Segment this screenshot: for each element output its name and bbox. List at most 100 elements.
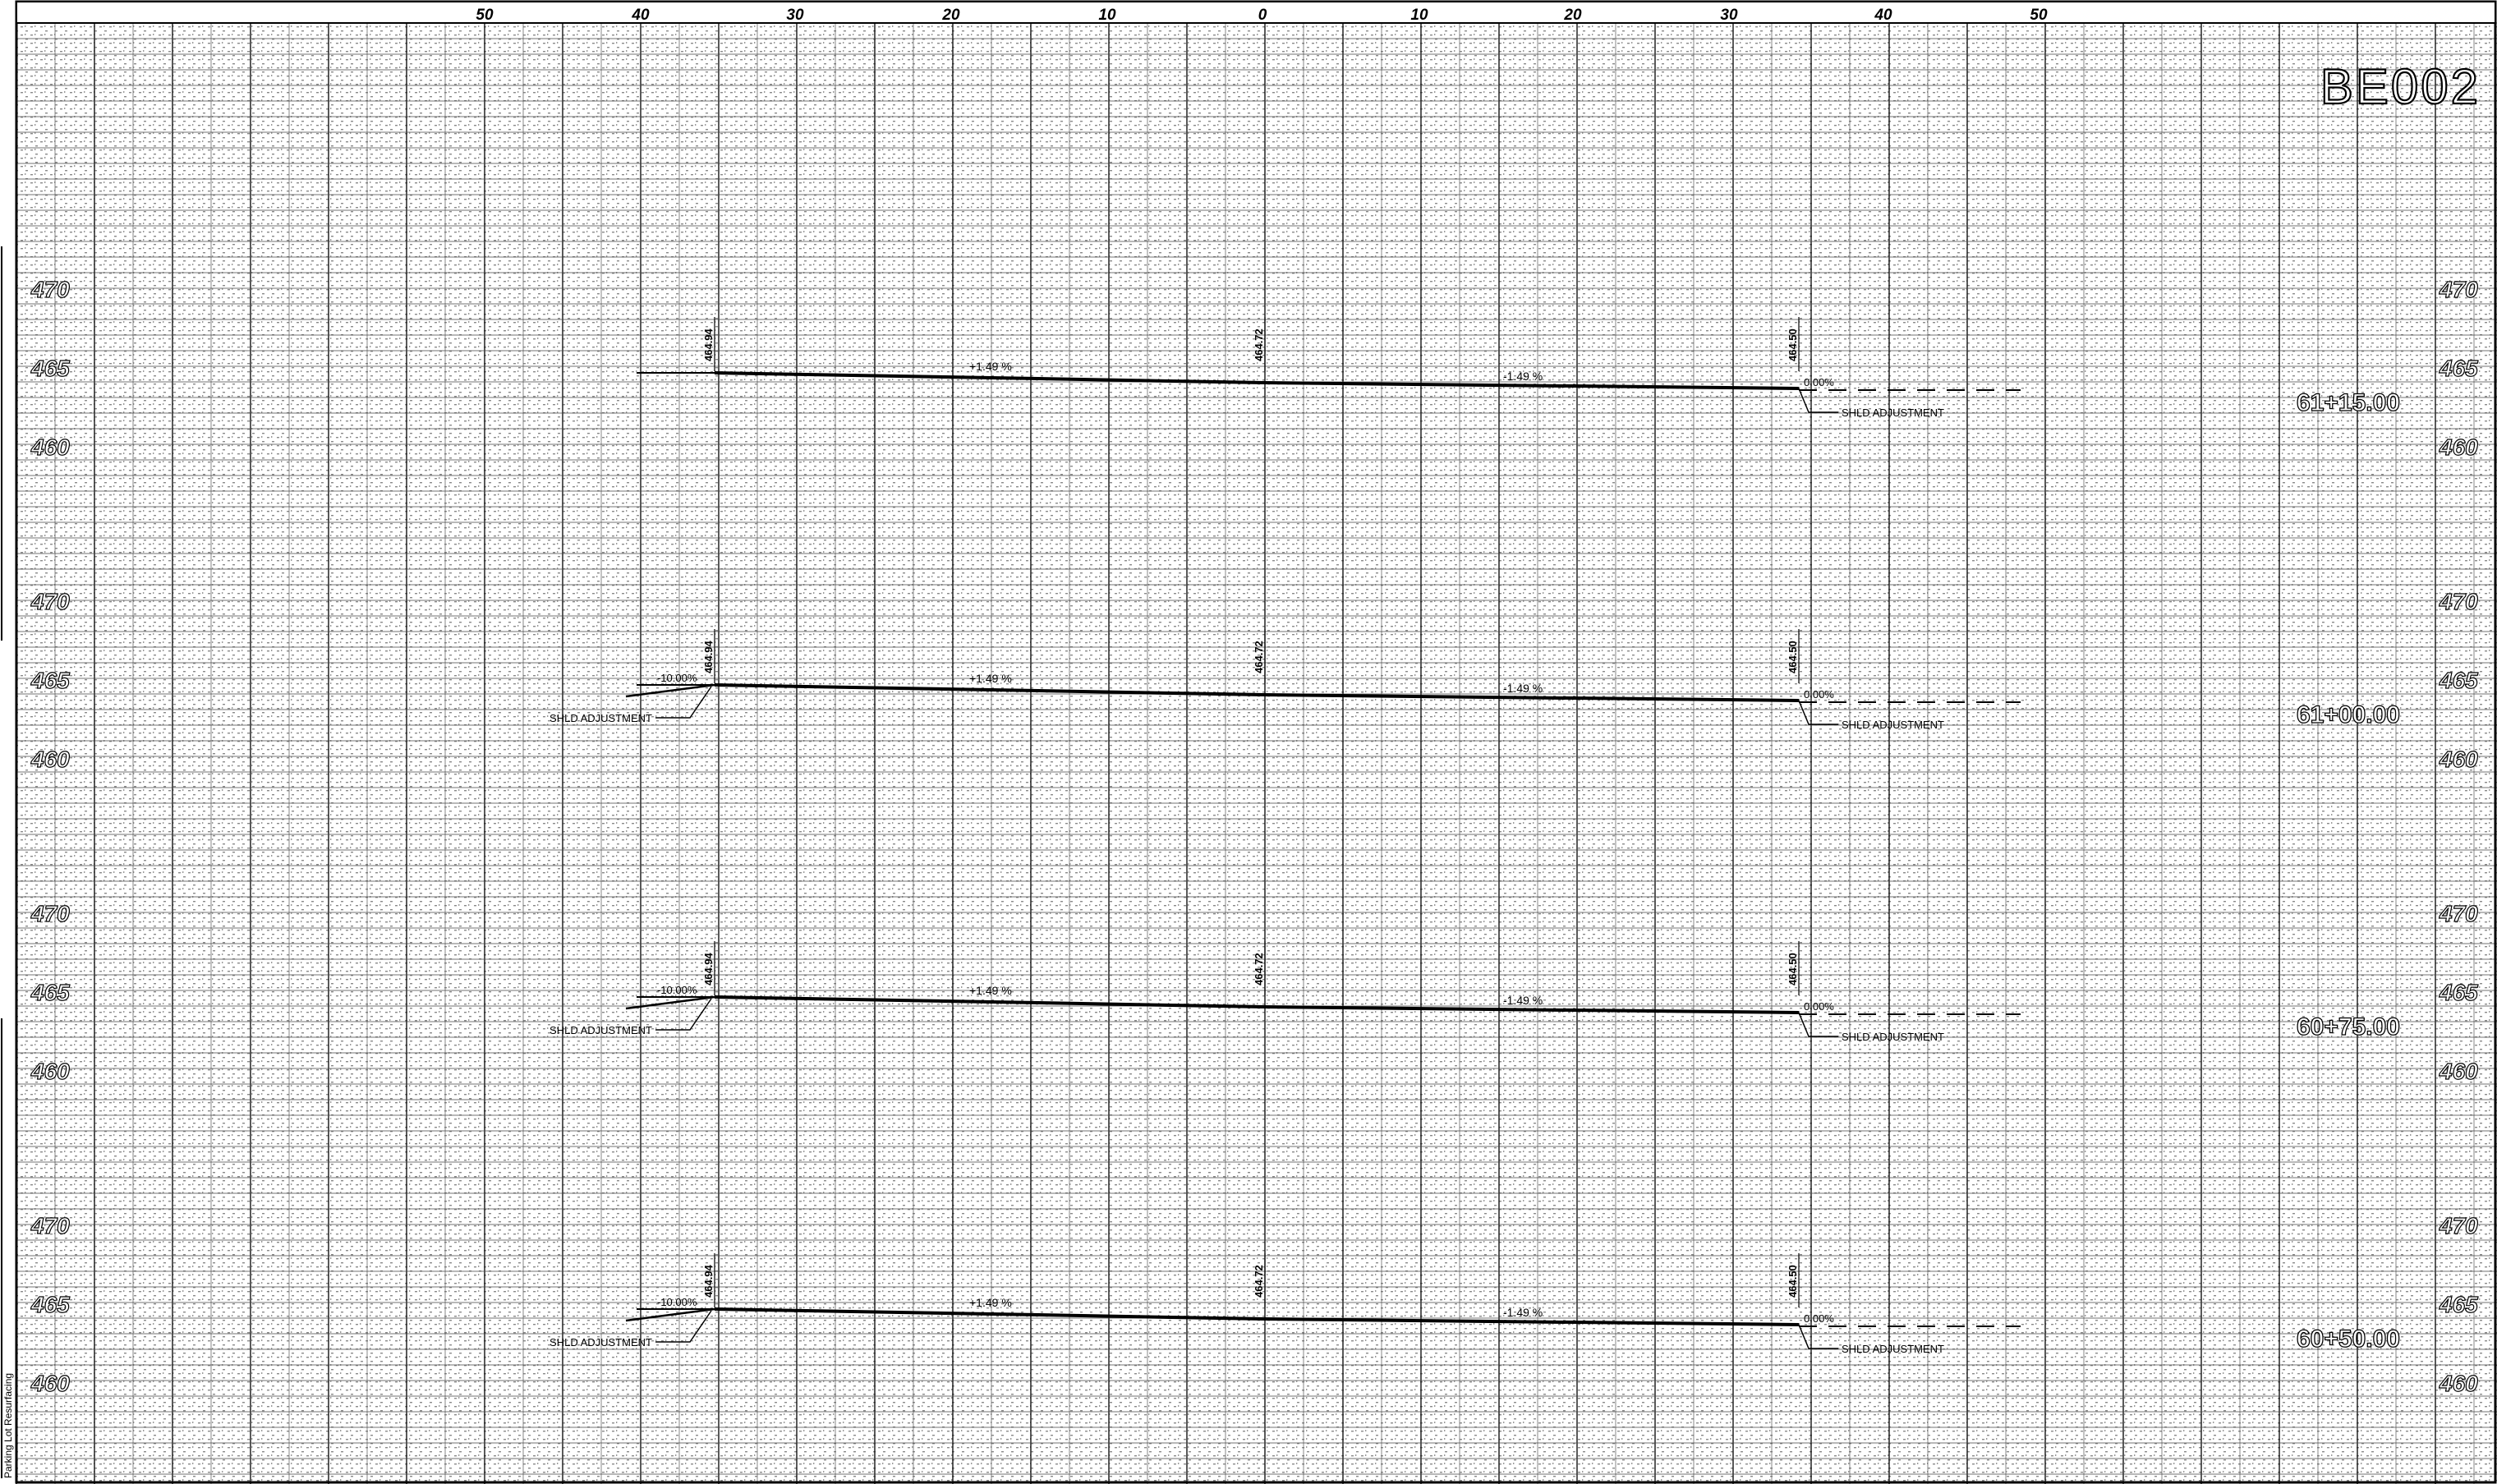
elevation-callout: 464.50 [1787,641,1799,673]
cross-section: 470 470 465 465 460 460 61+00.00 464.94 464.72 46… [30,588,2478,772]
elevation-callout: 464.72 [1253,329,1265,361]
right-slope-label: -1.49 % [1503,994,1543,1007]
offset-tick-label: 50 [476,7,494,24]
elevation-callout: 464.94 [702,640,715,673]
elevation-label: 470 [30,589,70,614]
elevation-label: 465 [2439,356,2478,381]
cross-section: 470 470 465 465 460 460 60+75.00 464.94 464.72 46… [30,900,2478,1084]
cross-section: 470 470 465 465 460 460 60+50.00 464.94 464.72 46… [30,1212,2478,1396]
elevation-label: 470 [2439,589,2478,614]
side-note-text: Parking Lot Resurfacing [2,1373,14,1478]
elevation-label: 460 [30,1371,70,1396]
elevation-label: 460 [30,434,70,460]
elevation-callout: 464.72 [1253,953,1265,986]
elevation-label: 465 [30,356,70,381]
left-shoulder-line [625,1307,715,1322]
left-note: SHLD ADJUSTMENT [550,712,652,724]
elevation-label: 460 [2439,747,2478,772]
elevation-callout: 464.72 [1253,641,1265,673]
elevation-label: 460 [2439,434,2478,460]
left-note: SHLD ADJUSTMENT [550,1336,652,1348]
right-shoulder-slope: 0.00% [1804,1312,1834,1325]
left-shoulder-slope: -10.00% [657,672,697,684]
right-slope-label: -1.49 % [1503,1306,1543,1319]
elevation-label: 470 [2439,1213,2478,1238]
left-shoulder-line [625,995,715,1010]
offset-tick-label: 20 [1563,7,1582,24]
right-note-leader [1798,388,1838,413]
station-label: 60+75.00 [2297,1013,2400,1041]
elevation-label: 460 [30,1059,70,1084]
elevation-callout: 464.94 [702,952,715,986]
right-shoulder-slope: 0.00% [1804,376,1834,388]
right-note-leader [1798,1324,1838,1349]
pavement-profile [714,995,1800,1014]
elevation-callout: 464.50 [1787,329,1799,361]
left-note-leader [655,998,712,1031]
stipple-fill [16,23,2497,1484]
right-note: SHLD ADJUSTMENT [1842,1031,1944,1043]
offset-tick-label: 10 [1410,7,1428,24]
elevation-label: 460 [30,747,70,772]
right-shoulder-slope: 0.00% [1804,688,1834,701]
left-slope-label: +1.49 % [969,1296,1012,1309]
left-shoulder-line [625,683,715,698]
right-note: SHLD ADJUSTMENT [1842,407,1944,419]
elevation-label: 460 [2439,1059,2478,1084]
right-note: SHLD ADJUSTMENT [1842,719,1944,731]
elevation-callout: 464.50 [1787,1265,1799,1298]
left-shoulder-slope: -10.00% [657,984,697,996]
offset-tick-label: 40 [1874,7,1892,24]
cross-section: 470 470 465 465 460 460 61+15.00 464.94 464.72 46… [30,276,2478,460]
left-shoulder-slope: -10.00% [657,1296,697,1308]
elevation-label: 465 [30,668,70,693]
elevation-label: 470 [2439,277,2478,302]
elevation-label: 465 [30,1292,70,1317]
elevation-label: 470 [30,1213,70,1238]
offset-tick-label: 50 [2030,7,2048,24]
cross-sections: 470 470 465 465 460 460 61+15.00 464.94 464.72 46… [30,276,2478,1396]
station-label: 61+15.00 [2297,389,2400,416]
elevation-label: 460 [2439,1371,2478,1396]
right-note-leader [1798,700,1838,725]
offset-tick-label: 40 [631,7,650,24]
offset-scale: 50 40 30 20 10 0 10 20 30 40 50 [476,7,2048,24]
elevation-callout: 464.50 [1787,953,1799,986]
elevation-callout: 464.94 [702,328,715,361]
elevation-label: 465 [2439,980,2478,1005]
sheet-id: BE002 [2320,59,2481,114]
left-note-leader [655,686,712,719]
elevation-label: 465 [30,980,70,1005]
elevation-label: 465 [2439,668,2478,693]
offset-tick-label: 30 [1720,7,1738,24]
sheet-border [15,0,2497,1484]
station-label: 61+00.00 [2297,701,2400,728]
pavement-profile [714,1307,1800,1326]
offset-tick-label: 30 [786,7,804,24]
right-shoulder-slope: 0.00% [1804,1000,1834,1013]
elevation-label: 470 [2439,901,2478,926]
offset-tick-label: 20 [941,7,960,24]
grid [16,22,2497,1484]
left-slope-label: +1.49 % [969,984,1012,997]
station-label: 60+50.00 [2297,1325,2400,1353]
offset-tick-label: 10 [1098,7,1116,24]
elevation-callout: 464.72 [1253,1265,1265,1298]
elevation-label: 465 [2439,1292,2478,1317]
elevation-callout: 464.94 [702,1264,715,1298]
pavement-profile [714,683,1800,702]
elevation-label: 470 [30,901,70,926]
right-note: SHLD ADJUSTMENT [1842,1343,1944,1355]
pavement-profile [714,371,1800,390]
side-note: Parking Lot Resurfacing [1,246,14,1478]
left-slope-label: +1.49 % [969,672,1012,685]
right-note-leader [1798,1012,1838,1037]
right-slope-label: -1.49 % [1503,370,1543,383]
offset-tick-label: 0 [1258,7,1267,24]
elevation-label: 470 [30,277,70,302]
left-note: SHLD ADJUSTMENT [550,1024,652,1036]
right-slope-label: -1.49 % [1503,682,1543,695]
left-slope-label: +1.49 % [969,360,1012,373]
left-note-leader [655,1310,712,1343]
